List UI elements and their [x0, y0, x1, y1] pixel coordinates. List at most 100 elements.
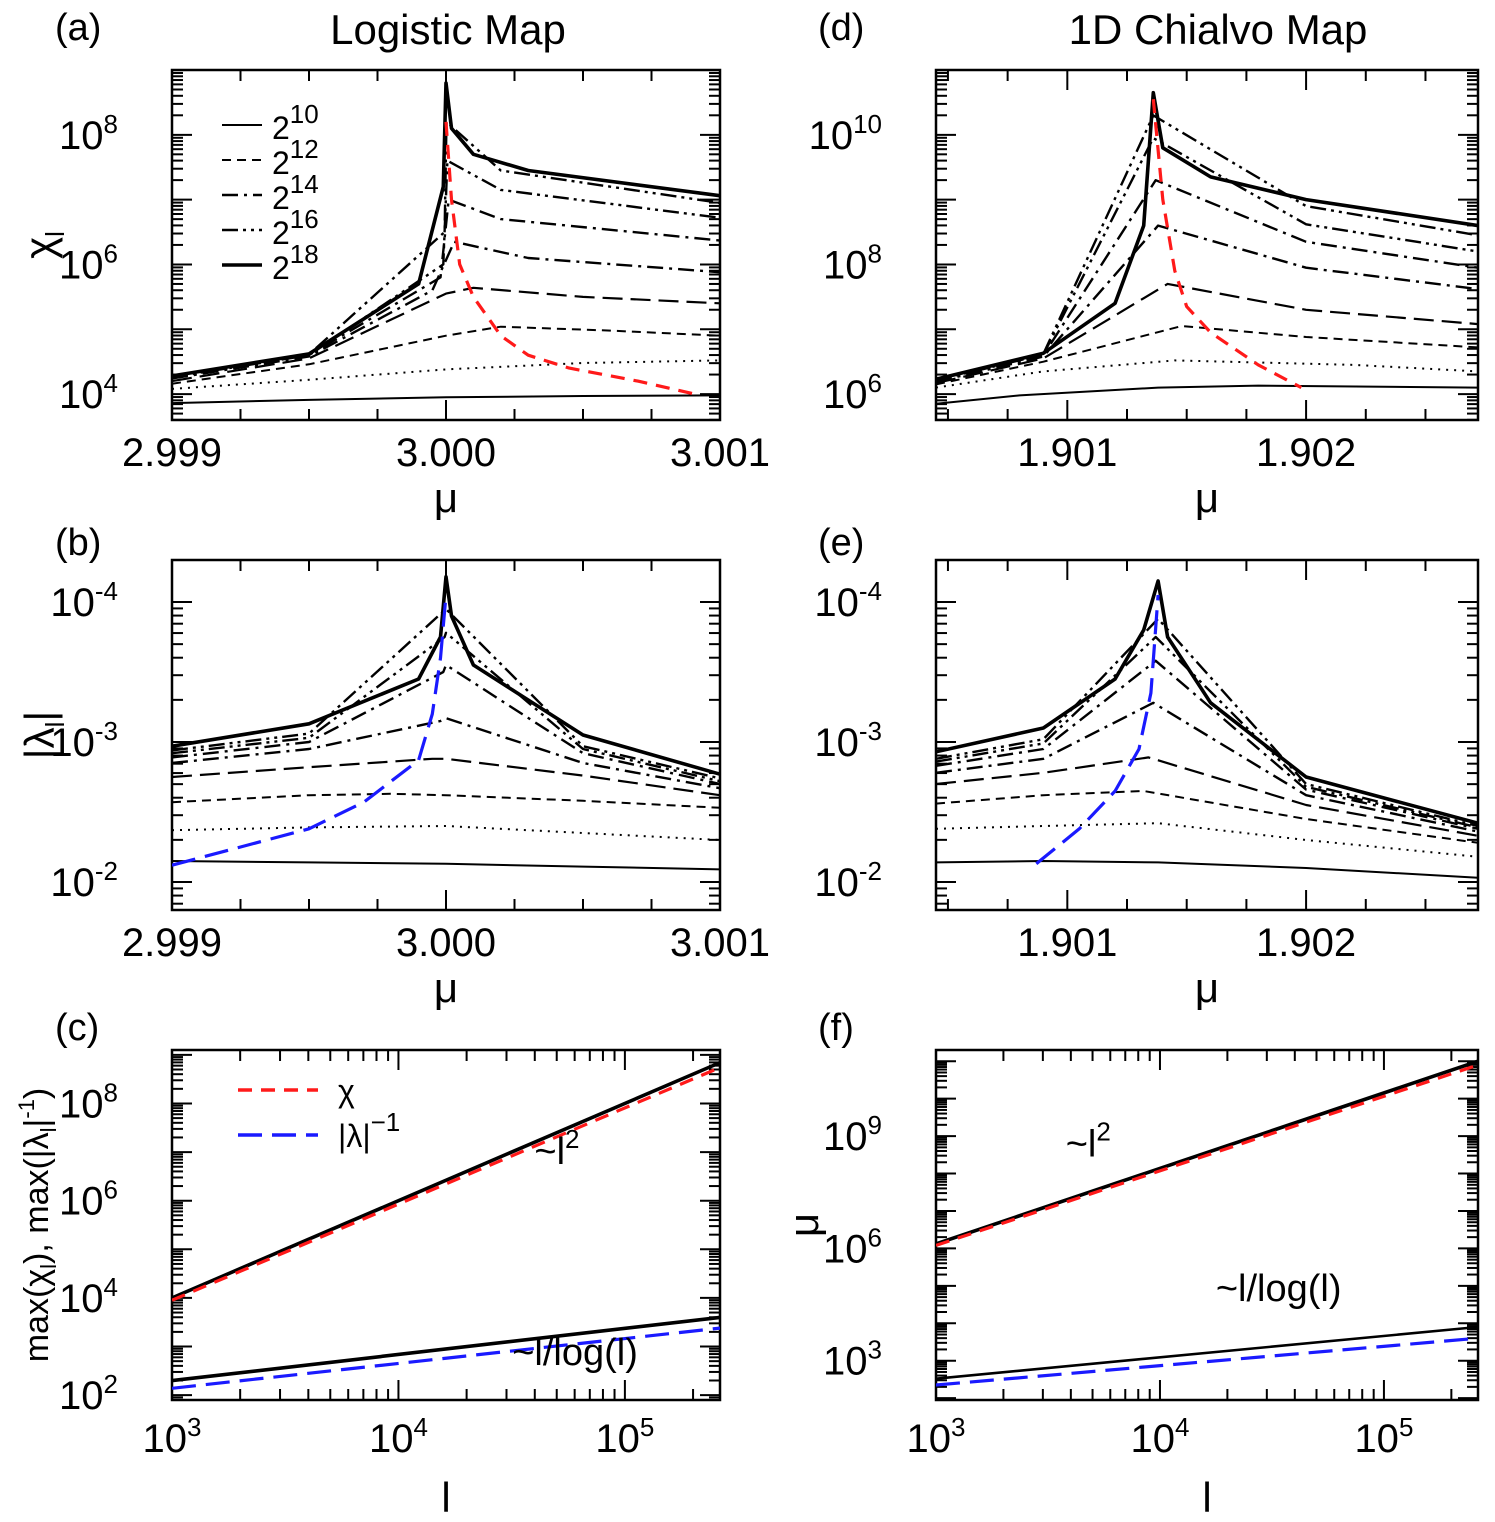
y-title-sub: l [36, 1264, 61, 1269]
y-tick-label-base: 10 [823, 373, 868, 417]
y-tick-label: 108 [823, 238, 882, 287]
y-tick-label-exp: 2 [104, 1369, 118, 1399]
y-axis-title-main: χ [16, 237, 63, 259]
y-tick-label-exp: 6 [868, 1222, 882, 1252]
series-line-blue-dashed [936, 1336, 1478, 1387]
y-tick-label: 106 [823, 368, 882, 417]
x-axis-title: μ [1195, 474, 1219, 521]
series-line-solid-thin [936, 860, 1478, 879]
y-tick-label-exp: -2 [95, 856, 118, 886]
y-tick-label: 106 [59, 1175, 118, 1224]
y-tick-label-base: 10 [59, 373, 104, 417]
series-line-dashdotdot [172, 607, 720, 780]
series-line-solid-thick [172, 1060, 720, 1300]
legend: χ|λ|−1 [238, 1073, 400, 1154]
y-title-part: ) [18, 1088, 56, 1099]
x-tick-label-exp: 4 [413, 1412, 427, 1442]
x-tick-label: 103 [907, 1412, 966, 1461]
plot-frame [170, 68, 722, 422]
legend-label-base: |λ| [338, 1118, 371, 1154]
y-tick-label: 10-3 [50, 716, 118, 765]
x-tick-label-base: 10 [1130, 1417, 1175, 1461]
x-tick-label: 1.902 [1256, 431, 1356, 475]
series-group [172, 1060, 720, 1390]
x-tick-label: 1.901 [1017, 431, 1117, 475]
series-line-red-dashed [172, 1066, 720, 1302]
x-tick-label: 103 [143, 1412, 202, 1461]
panel-d-title: 1D Chialvo Map [1069, 6, 1368, 53]
x-tick-label: 3.001 [670, 921, 770, 965]
y-axis-title-sub: l [40, 231, 70, 237]
y-tick-label-base: 10 [59, 1277, 104, 1321]
y-tick-label: 106 [823, 1222, 882, 1271]
legend-label-base: 2 [272, 180, 290, 216]
series-line-dashed [172, 792, 720, 809]
y-tick-label: 10-2 [50, 856, 118, 905]
series-group [172, 574, 720, 871]
annotation-exp: 2 [1096, 1117, 1110, 1147]
y-axis-title-sub: l [40, 722, 70, 728]
panel-a-letter: (a) [55, 7, 101, 49]
legend-label-exp: −1 [371, 1107, 401, 1137]
annotation-base: ~l [534, 1131, 565, 1173]
series-line-dashdotdot [936, 617, 1478, 828]
panel-d-letter: (d) [818, 7, 864, 49]
y-tick-label-base: 10 [823, 1115, 868, 1159]
series-line-dashdotdot [172, 631, 720, 783]
y-axis-title: μ [780, 1213, 827, 1237]
series-line-dashdotdot [936, 136, 1478, 382]
x-tick-label-exp: 3 [187, 1412, 201, 1442]
y-tick-label: 10-3 [814, 716, 882, 765]
x-tick-label: 1.901 [1017, 921, 1117, 965]
panel-e-letter: (e) [818, 522, 864, 564]
series-line-longdash [172, 286, 720, 383]
series-line-dashdot [172, 717, 720, 790]
x-tick-label-exp: 4 [1175, 1412, 1189, 1442]
legend-label: |λ|−1 [338, 1107, 400, 1154]
legend-label-base: 2 [272, 110, 290, 146]
panel-a-chart: 2.999 3.000 3.001104106108μχl2102122142162… [16, 68, 770, 521]
annotation-exp: 2 [565, 1124, 579, 1154]
series-line-blue-dashed [172, 594, 448, 867]
y-tick-label-base: 10 [50, 861, 95, 905]
series-line-dashdot [936, 178, 1478, 383]
y-tick-label-base: 10 [59, 243, 104, 287]
legend-label: 216 [272, 204, 319, 251]
legend-label: 212 [272, 134, 319, 181]
legend-label-base: 2 [272, 250, 290, 286]
series-line-dashdot [172, 663, 720, 786]
y-tick-label-exp: 8 [104, 1077, 118, 1107]
series-line-dashdot [936, 659, 1478, 830]
panel-a-title: Logistic Map [330, 6, 566, 53]
y-tick-label: 10-2 [814, 856, 882, 905]
legend-label-exp: 10 [290, 99, 319, 129]
series-line-dashdotdot [172, 159, 720, 379]
series-line-red-dashed [1151, 99, 1303, 390]
series-line-blue-dashed [172, 1326, 720, 1390]
series-line-dashed [172, 325, 720, 385]
annotation: ~l/log(l) [512, 1332, 638, 1374]
y-tick-label-base: 10 [50, 721, 95, 765]
legend-label-exp: 14 [290, 169, 319, 199]
y-title-part: | [18, 1119, 56, 1128]
plot-frame [170, 1048, 722, 1402]
series-line-dashdot [936, 701, 1478, 833]
legend-label-base: 2 [272, 215, 290, 251]
x-tick-label-exp: 5 [640, 1412, 654, 1442]
series-group [936, 579, 1478, 879]
x-axis-title: l [441, 1474, 450, 1521]
y-tick-label-exp: -3 [859, 716, 882, 746]
x-axis-title: μ [434, 964, 458, 1011]
y-tick-label: 102 [59, 1369, 118, 1418]
x-tick-label: 2.999 [122, 921, 222, 965]
series-line-solid-thin [936, 384, 1478, 405]
y-tick-label-exp: 4 [104, 368, 118, 398]
y-tick-label-base: 10 [809, 114, 854, 158]
legend-label: χ [338, 1073, 355, 1109]
series-line-solid-thick-f [936, 1325, 1478, 1380]
x-tick-label: 3.000 [396, 431, 496, 475]
series-line-red-dashed [936, 1063, 1478, 1247]
